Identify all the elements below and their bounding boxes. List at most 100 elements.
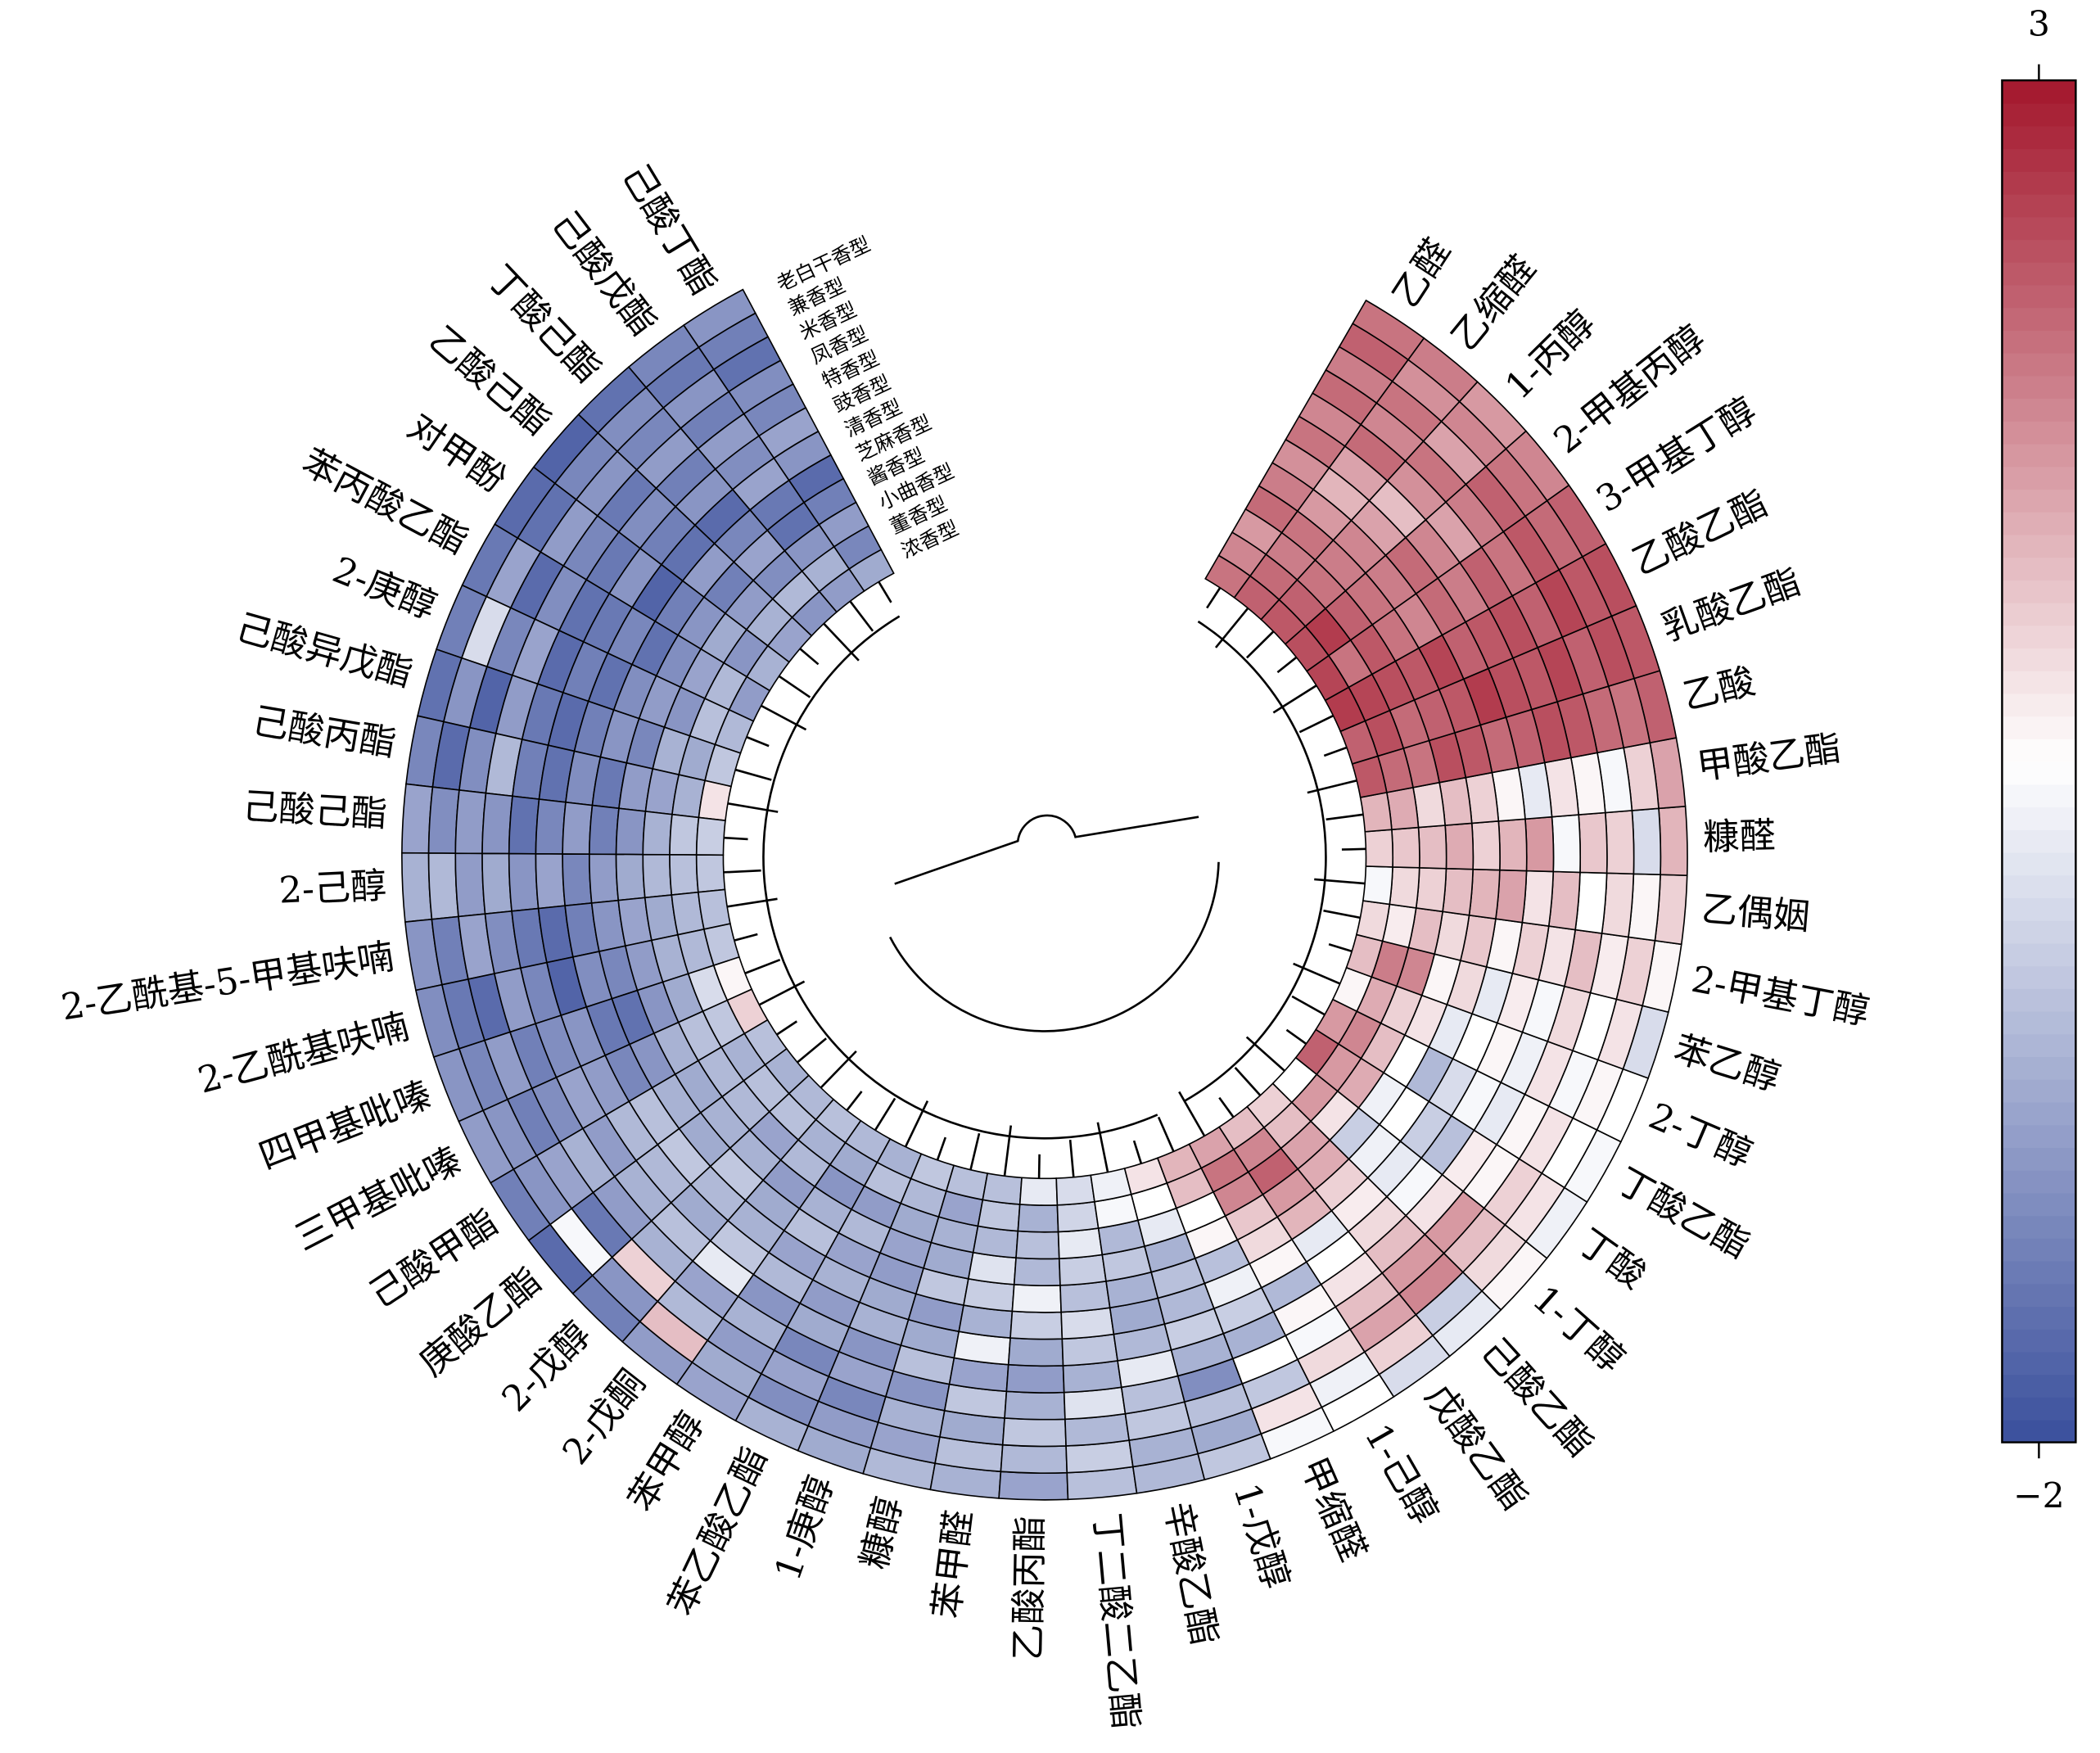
dendrogram-leaf bbox=[1323, 909, 1361, 919]
dendrogram-leaf bbox=[724, 836, 748, 841]
dendrogram-leaf bbox=[797, 1037, 827, 1064]
category-label: 2-戊酮 bbox=[554, 1362, 653, 1473]
dendrogram-leaf bbox=[1214, 607, 1249, 648]
heat-cell bbox=[1470, 820, 1501, 871]
heat-cell bbox=[695, 854, 726, 893]
category-label: 丁二酸二乙酯 bbox=[1086, 1511, 1147, 1731]
dendrogram-leaf bbox=[1298, 714, 1335, 734]
colorbar-tick-label: −2 bbox=[2013, 1476, 2065, 1516]
category-label: 己酸己酯 bbox=[242, 785, 388, 836]
dendrogram-leaf bbox=[878, 581, 892, 603]
colorbar-band bbox=[2002, 1306, 2076, 1330]
dendrogram-leaf bbox=[1276, 656, 1298, 674]
colorbar-band bbox=[2002, 1078, 2076, 1103]
colorbar-band bbox=[2002, 398, 2076, 422]
dendrogram-leaf bbox=[1206, 587, 1222, 609]
heat-cell bbox=[1017, 1204, 1059, 1233]
heat-cell bbox=[1391, 826, 1420, 869]
colorbar-band bbox=[2002, 1374, 2076, 1398]
colorbar-band bbox=[2002, 1010, 2076, 1035]
dendrogram-leaf bbox=[1328, 942, 1353, 953]
colorbar-band bbox=[2002, 693, 2076, 717]
heat-cell bbox=[1551, 814, 1582, 874]
colorbar-band bbox=[2002, 897, 2076, 921]
category-label: 2-甲基丁醇 bbox=[1688, 959, 1872, 1034]
colorbar-band bbox=[2002, 330, 2076, 354]
heat-cell bbox=[695, 816, 726, 856]
colorbar-band bbox=[2002, 352, 2076, 377]
colorbar-band bbox=[2002, 216, 2076, 241]
colorbar-band bbox=[2002, 171, 2076, 195]
colorbar-band bbox=[2002, 965, 2076, 989]
heat-cell bbox=[1359, 791, 1393, 833]
colorbar-band bbox=[2002, 534, 2076, 558]
dendrogram-leaf bbox=[723, 869, 761, 874]
heat-cell bbox=[1000, 1444, 1068, 1474]
dendrogram-leaf bbox=[1037, 1154, 1041, 1179]
category-label: 乙偶姻 bbox=[1700, 888, 1811, 939]
dendrogram-leaf bbox=[1003, 1125, 1013, 1177]
colorbar-band bbox=[2002, 784, 2076, 808]
heat-cell bbox=[1524, 816, 1555, 873]
colorbar-band bbox=[2002, 1169, 2076, 1194]
colorbar-band bbox=[2002, 239, 2076, 263]
category-label: 己酸丙酯 bbox=[250, 700, 400, 766]
dendrogram-leaf bbox=[1178, 1091, 1206, 1137]
heat-cell bbox=[1468, 868, 1501, 920]
heat-cell bbox=[1417, 825, 1447, 870]
colorbar-band bbox=[2002, 557, 2076, 581]
colorbar-band bbox=[2002, 1419, 2076, 1444]
colorbar-band bbox=[2002, 761, 2076, 785]
dendrogram-leaf bbox=[820, 1050, 857, 1089]
heat-cell bbox=[1604, 810, 1635, 875]
dendrogram-leaf bbox=[874, 1097, 896, 1132]
heat-cell bbox=[562, 801, 594, 856]
dendrogram-leaf bbox=[1234, 1067, 1262, 1096]
category-label: 2-丁醇 bbox=[1643, 1096, 1759, 1177]
heat-cell bbox=[508, 852, 540, 912]
heat-cell bbox=[1362, 865, 1393, 906]
heat-cell bbox=[1007, 1337, 1064, 1367]
heat-cell bbox=[1495, 869, 1528, 924]
dendrogram-leaf bbox=[1285, 1028, 1307, 1045]
heat-cell bbox=[669, 813, 700, 856]
dendrogram-leaf bbox=[761, 704, 807, 731]
colorbar-band bbox=[2002, 874, 2076, 898]
dendrogram bbox=[723, 581, 1366, 1179]
dendrogram-leaf bbox=[904, 1100, 929, 1148]
colorbar-band bbox=[2002, 511, 2076, 535]
dendrogram-leaf bbox=[1096, 1122, 1109, 1172]
colorbar-band bbox=[2002, 1192, 2076, 1217]
heat-cell bbox=[642, 811, 673, 856]
heat-cell bbox=[1578, 811, 1608, 874]
heat-cell bbox=[1055, 1174, 1095, 1206]
category-label: 乳酸乙酯 bbox=[1656, 561, 1806, 649]
colorbar-band bbox=[2002, 1033, 2076, 1058]
heat-cell bbox=[1355, 900, 1391, 942]
category-label: 2-己醇 bbox=[278, 865, 388, 911]
heat-cell bbox=[1444, 822, 1475, 870]
dendrogram-leaf bbox=[1245, 630, 1275, 659]
heat-cell bbox=[1521, 870, 1555, 928]
heat-cell bbox=[562, 853, 593, 907]
heat-cell bbox=[1011, 1283, 1063, 1313]
dendrogram-leaf bbox=[1218, 1096, 1235, 1118]
heat-cell bbox=[1013, 1257, 1061, 1286]
category-label: 2-乙酰基呋喃 bbox=[194, 1005, 413, 1102]
heat-cell bbox=[1204, 554, 1252, 599]
heat-cell bbox=[589, 804, 620, 856]
heat-cell bbox=[1058, 1254, 1107, 1286]
colorbar-band bbox=[2002, 125, 2076, 150]
heat-cell bbox=[535, 852, 567, 910]
heat-cell bbox=[1442, 867, 1474, 916]
dendrogram-leaf bbox=[1132, 1140, 1143, 1164]
heat-cell bbox=[615, 853, 646, 901]
colorbar-band bbox=[2002, 102, 2076, 127]
category-label: 苯乙醇 bbox=[1669, 1028, 1786, 1100]
heat-cell bbox=[1389, 866, 1420, 909]
dendrogram-leaf bbox=[1307, 779, 1357, 794]
colorbar-band bbox=[2002, 1147, 2076, 1171]
colorbar-tick-label: 3 bbox=[2028, 5, 2050, 45]
category-label: 1-庚醇 bbox=[767, 1471, 842, 1586]
